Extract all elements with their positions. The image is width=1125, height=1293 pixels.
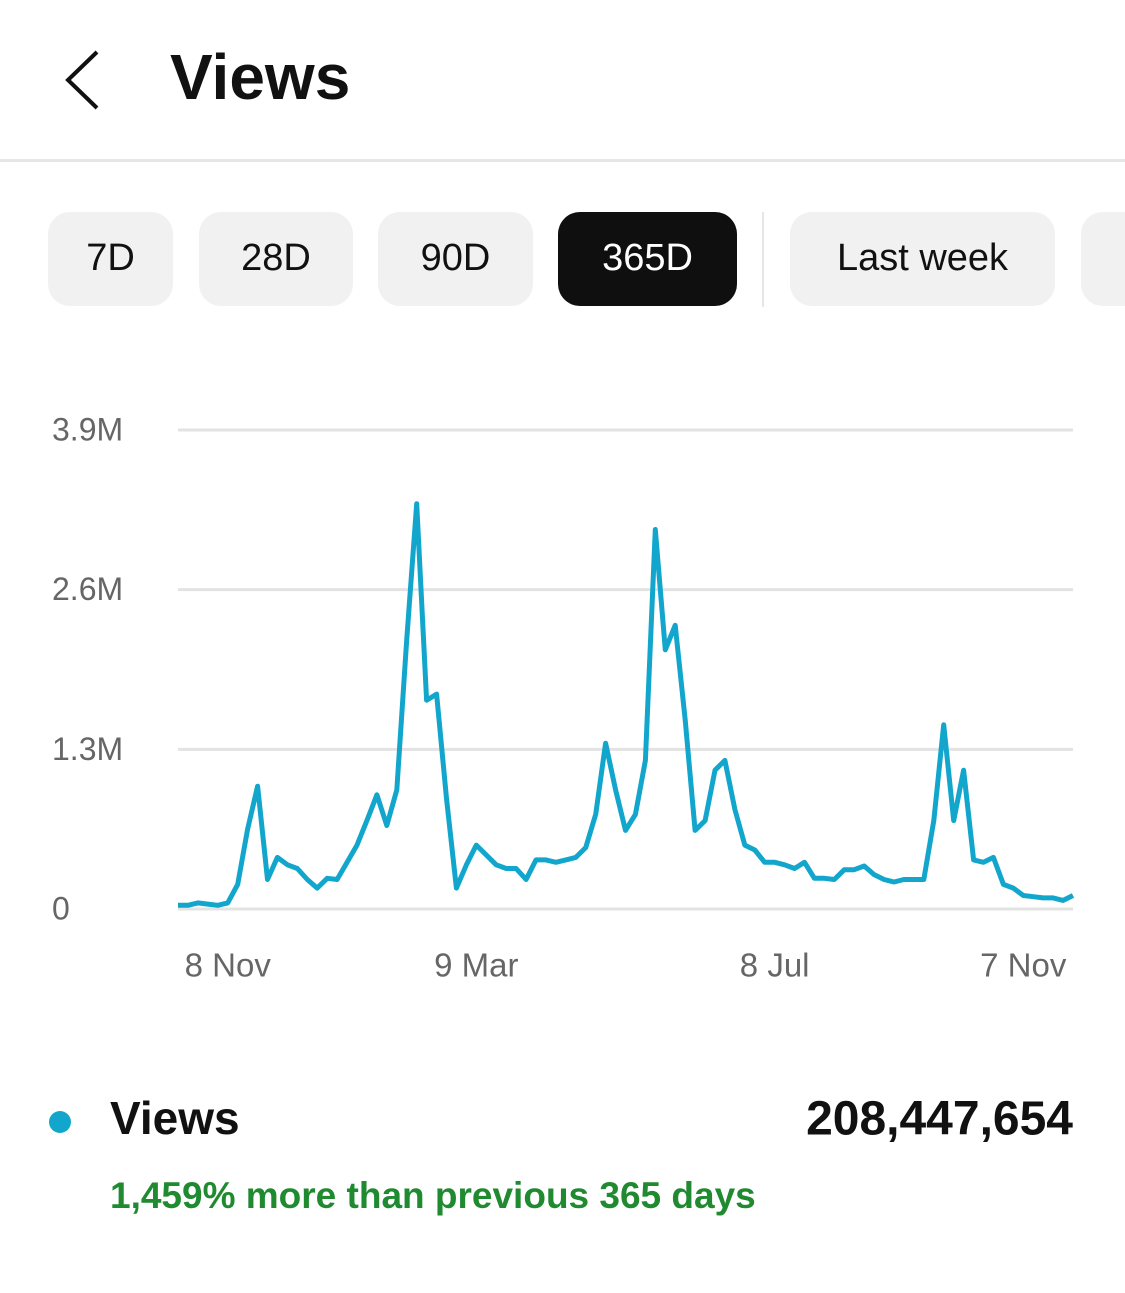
data-line bbox=[178, 501, 1075, 908]
x-tick-label: 7 Nov bbox=[980, 947, 1067, 984]
tab[interactable] bbox=[48, 212, 173, 306]
y-tick-label: 1.3M bbox=[52, 731, 123, 767]
chart: 0 1.3M 2.6M 3.9M 8 Nov 9 Mar 8 Jul 7 Nov bbox=[52, 411, 1075, 984]
tab-bar: 7D 28D 90D 365D Last week bbox=[48, 212, 1055, 306]
tab[interactable] bbox=[199, 212, 353, 306]
change-text: 1,459% more than previous 365 days bbox=[110, 1175, 756, 1216]
tab[interactable] bbox=[790, 212, 1055, 306]
tab[interactable] bbox=[558, 212, 737, 306]
y-tick-label: 0 bbox=[52, 890, 70, 926]
tab[interactable] bbox=[1081, 212, 1125, 306]
legend-label: Views bbox=[110, 1092, 240, 1144]
x-tick-label: 8 Jul bbox=[740, 947, 810, 984]
x-tick-label: 8 Nov bbox=[185, 947, 272, 984]
tab-label: 28D bbox=[241, 237, 311, 279]
tab[interactable] bbox=[378, 212, 533, 306]
x-tick-label: 9 Mar bbox=[434, 947, 518, 984]
tab-label: 90D bbox=[421, 237, 491, 279]
total-value: 208,447,654 bbox=[806, 1093, 1073, 1146]
tab-separator bbox=[762, 212, 764, 307]
page-title: Views bbox=[170, 41, 350, 113]
legend-dot bbox=[49, 1111, 71, 1133]
y-tick-label: 3.9M bbox=[52, 411, 123, 447]
tab-label: 7D bbox=[86, 237, 135, 279]
tab-label: 365D bbox=[602, 237, 693, 279]
back-button[interactable] bbox=[65, 50, 99, 110]
y-tick-label: 2.6M bbox=[52, 571, 123, 607]
tab-label: Last week bbox=[837, 237, 1009, 279]
divider bbox=[0, 159, 1125, 162]
